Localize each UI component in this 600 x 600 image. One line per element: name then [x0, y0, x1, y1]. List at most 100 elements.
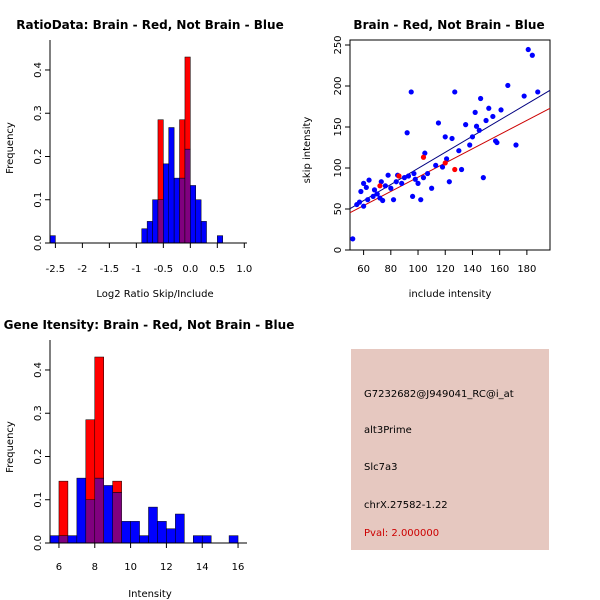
y-tick-label: 250	[333, 35, 344, 54]
histogram-bar	[166, 528, 176, 544]
intensity-x-axis-label: Intensity	[128, 589, 172, 600]
x-tick-label: 0.5	[209, 264, 225, 275]
scatter-point-not-brain	[442, 134, 448, 140]
scatter-point-not-brain	[505, 82, 511, 89]
scatter-point-not-brain	[490, 113, 496, 120]
scatter-point-not-brain	[361, 180, 367, 186]
scatter-points	[350, 46, 541, 242]
y-tick-label: 0.1	[33, 192, 44, 208]
scatter-y-axis-label: skip intensity	[302, 117, 313, 184]
histogram-bar-overlap	[94, 477, 104, 544]
y-tick-label: 0.2	[33, 449, 44, 465]
x-tick-label: 16	[232, 562, 245, 573]
scatter-point-not-brain	[498, 107, 504, 113]
x-tick-label: 120	[436, 264, 455, 275]
scatter-point-not-brain	[443, 156, 450, 162]
histogram-bar	[49, 535, 60, 544]
ratio-histogram: RatioData: Brain - Red, Not Brain - Blue…	[5, 18, 284, 300]
scatter-point-not-brain	[467, 142, 473, 148]
intensity-axis-ticks: 0.0 0.1 0.2 0.3 0.4 6 8 10 12 14 16	[33, 362, 247, 573]
histogram-bar	[175, 513, 185, 544]
scatter-point-not-brain	[525, 46, 531, 53]
y-tick-label: 150	[333, 117, 344, 136]
x-tick-label: -1.5	[100, 264, 120, 275]
histogram-bar-overlap	[179, 177, 186, 244]
histogram-bar	[157, 521, 167, 544]
x-tick-label-upper: 0.0	[182, 264, 198, 275]
histogram-bar	[184, 56, 191, 150]
x-tick-label: 10	[124, 562, 137, 573]
scatter-chart-title: Brain - Red, Not Brain - Blue	[353, 18, 544, 32]
scatter-point-not-brain	[439, 164, 446, 170]
histogram-bar	[49, 235, 56, 244]
histogram-bar	[173, 177, 180, 244]
scatter-point-not-brain	[404, 130, 410, 136]
x-tick-label-upper: -2	[77, 264, 87, 275]
x-tick-label: 180	[517, 264, 536, 275]
event-type-text: alt3Prime	[364, 425, 412, 436]
histogram-bar	[190, 185, 196, 244]
scatter-point-not-brain	[529, 52, 535, 58]
scatter-point-brain	[442, 160, 448, 166]
scatter-point-not-brain	[399, 180, 405, 186]
x-tick-label: -0.5	[154, 264, 174, 275]
scatter-point-not-brain	[385, 172, 391, 178]
histogram-bar	[179, 119, 186, 179]
histogram-bar	[139, 535, 149, 544]
y-tick-label: 0.3	[33, 405, 44, 421]
scatter-point-not-brain	[361, 203, 367, 209]
histogram-bar	[200, 221, 207, 244]
y-tick-label: 0.4	[33, 62, 44, 78]
scatter-point-not-brain	[388, 185, 394, 191]
gene-name-text: Slc7a3	[364, 462, 397, 473]
location-text: chrX.27582-1.22	[364, 500, 448, 511]
scatter-point-not-brain	[480, 175, 486, 181]
intensity-chart-title: Gene Itensity: Brain - Red, Not Brain - …	[4, 318, 295, 332]
x-tick-label: 80	[384, 264, 397, 275]
scatter-point-brain	[377, 183, 383, 189]
y-tick-label: 0.3	[33, 105, 44, 121]
x-tick-label: 160	[490, 264, 509, 275]
x-tick-label: 100	[408, 264, 427, 275]
x-tick-label: 14	[196, 562, 209, 573]
scatter-point-not-brain	[463, 122, 469, 128]
fit-line-not-brain	[349, 89, 551, 210]
y-tick-label: 0.2	[33, 149, 44, 165]
scatter-point-not-brain	[456, 148, 462, 154]
histogram-bar	[157, 119, 164, 200]
ratio-x-axis-label: Log2 Ratio Skip/Include	[96, 289, 213, 300]
scatter-x-axis-label: include intensity	[409, 289, 492, 300]
scatter-point-not-brain	[380, 197, 386, 204]
histogram-bar	[193, 535, 203, 544]
ratio-bars	[49, 56, 223, 244]
y-tick-label: 0	[333, 247, 344, 253]
histogram-bar-overlap	[157, 199, 164, 244]
scatter-axis-ticks: 60 80 100 120 140 160 180 0 50 100 150 200 250	[333, 35, 536, 275]
x-tick-label: 140	[463, 264, 482, 275]
x-tick-label: 8	[92, 562, 98, 573]
x-tick-label: 6	[56, 562, 62, 573]
scatter-point-not-brain	[429, 185, 435, 191]
scatter-point-not-brain	[521, 93, 527, 99]
histogram-bar	[58, 480, 69, 536]
scatter-point-brain	[396, 173, 402, 179]
scatter-point-not-brain	[418, 197, 424, 203]
scatter-point-not-brain	[374, 191, 380, 197]
scatter-point-not-brain	[409, 193, 416, 200]
scatter-point-not-brain	[446, 179, 452, 185]
scatter-point-not-brain	[408, 89, 414, 95]
histogram-bar-overlap	[85, 499, 96, 544]
ratio-chart-title: RatioData: Brain - Red, Not Brain - Blue	[16, 18, 283, 32]
scatter-point-not-brain	[494, 139, 500, 146]
scatter-point-not-brain	[393, 179, 399, 185]
x-tick-label: 12	[160, 562, 173, 573]
scatter-fit-lines	[349, 89, 551, 214]
histogram-bar	[201, 535, 212, 544]
y-tick-label: 200	[333, 76, 344, 95]
ratio-y-axis-label: Frequency	[5, 122, 16, 174]
probe-id-text: G7232682@J949041_RC@i_at	[364, 389, 514, 400]
intensity-y-axis-label: Frequency	[5, 421, 16, 473]
histogram-bar	[94, 356, 104, 479]
histogram-bar	[141, 228, 148, 244]
